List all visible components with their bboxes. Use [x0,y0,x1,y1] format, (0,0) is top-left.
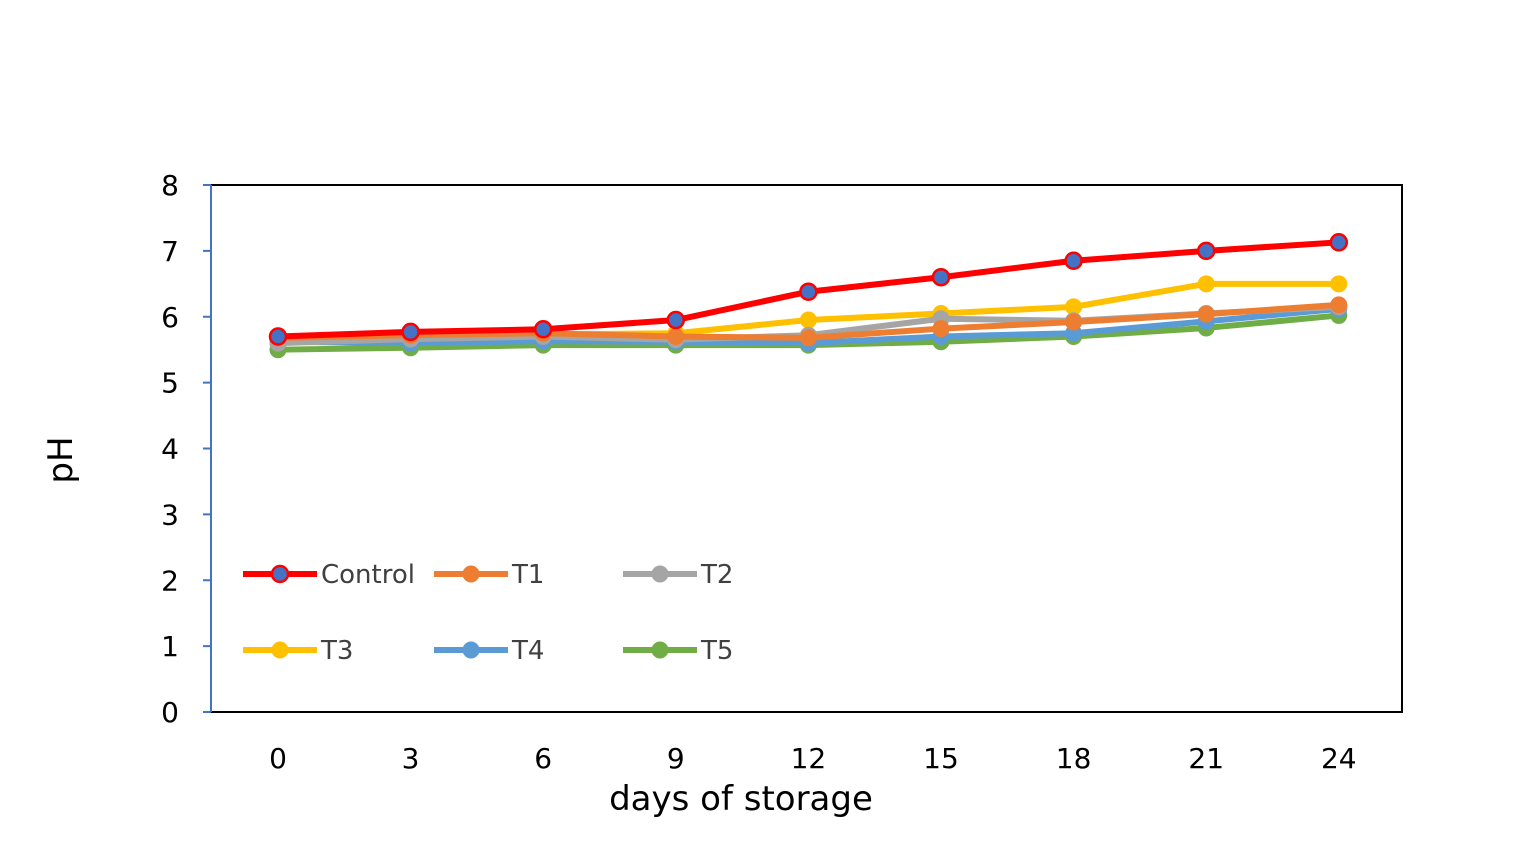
legend-swatch-marker [651,565,669,583]
plot-area [210,184,1403,713]
data-point [1330,296,1348,314]
legend-label: T5 [700,636,733,666]
legend-label: T2 [700,560,733,590]
data-point [932,320,950,338]
legend-item-t1: T1 [434,560,544,590]
data-point [1196,241,1216,261]
x-tick-label: 18 [1056,742,1092,775]
data-point [799,282,818,301]
data-point [533,320,553,339]
legend-item-t2: T2 [623,560,733,590]
legend-item-t5: T5 [623,636,733,666]
series-control [268,233,1349,346]
y-tick-label: 5 [161,367,179,400]
data-point [799,329,817,347]
data-point [1330,275,1348,293]
x-tick-label: 6 [534,742,552,775]
x-tick-label: 3 [402,742,420,775]
legend-item-control: Control [243,560,415,590]
legend-label: T1 [511,560,544,590]
data-point [667,328,685,346]
y-axis-title: pH [41,436,81,483]
data-point [268,327,288,346]
y-axis-ticks: 0 1 2 3 4 5 6 7 8 [161,169,211,729]
x-tick-label: 12 [791,742,827,775]
data-point [666,310,686,330]
y-tick-label: 6 [161,301,179,334]
y-tick-label: 4 [161,433,179,466]
legend-swatch-marker [270,564,290,584]
data-point [931,267,951,287]
legend-item-t3: T3 [243,636,353,666]
legend-swatch-marker [271,641,289,659]
data-point [1197,305,1215,323]
data-point [1197,275,1215,293]
legend-label: T3 [320,636,353,666]
legend-swatch-marker [651,641,669,659]
y-tick-label: 0 [161,696,179,729]
legend-label: T4 [511,636,544,666]
data-point [1329,233,1349,252]
data-point [401,322,420,342]
x-tick-label: 0 [269,742,287,775]
data-point [799,311,817,329]
y-tick-label: 8 [161,169,179,202]
y-tick-label: 1 [161,630,179,663]
x-axis-ticks: 0 3 6 9 12 15 18 21 24 [269,742,1357,775]
legend-label: Control [321,560,415,590]
x-tick-label: 24 [1321,742,1357,775]
y-tick-label: 7 [161,235,179,268]
y-tick-label: 2 [161,564,179,597]
x-tick-label: 15 [923,742,959,775]
legend-swatch-marker [462,641,480,659]
x-tick-label: 21 [1188,742,1224,775]
data-point [1064,251,1083,271]
legend-item-t4: T4 [434,636,544,666]
x-tick-label: 9 [667,742,685,775]
series-lines [268,233,1349,359]
legend: Control T1 T2 T3 T4 T5 [243,560,733,666]
x-axis-title: days of storage [609,779,873,819]
legend-swatch-marker [462,565,480,583]
data-point [1065,313,1083,331]
y-tick-label: 3 [161,498,179,531]
